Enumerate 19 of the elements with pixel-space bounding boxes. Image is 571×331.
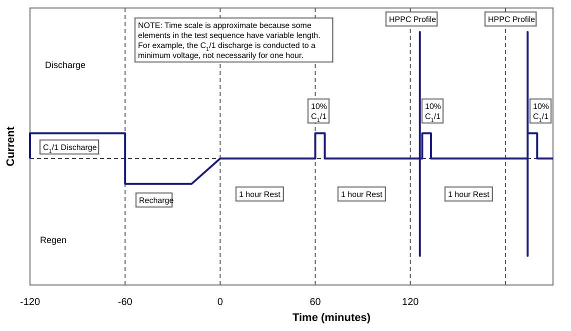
annotation: C$_{1}$/1 Discharge: [43, 143, 98, 155]
y-axis-title: Current: [5, 126, 17, 166]
annotation: 10% C$_{1}$/1: [311, 102, 328, 124]
x-tick-label: -120: [20, 297, 40, 308]
x-tick-label: -60: [118, 297, 133, 308]
annotation: 1 hour Rest: [239, 190, 282, 199]
annotation: 10% C$_{1}$/1: [425, 102, 442, 124]
text: HPPC Profile: [389, 15, 437, 24]
annotation: Discharge: [45, 60, 86, 70]
x-tick-label: 0: [217, 297, 224, 308]
x-tick-label: 120: [402, 297, 420, 308]
text: HPPC Profile: [488, 15, 536, 24]
x-tick-label: 60: [310, 297, 322, 308]
annotation: 1 hour Rest: [341, 190, 384, 199]
annotation: 1 hour Rest: [448, 190, 490, 199]
annotation: 10% C$_{1}$/1: [533, 102, 550, 124]
annotation: NOTE: Time scale is approximate because some elements in the test sequence have variable length. For example, the C$_{1}$/1 discharge is conducted to a minimum voltage, not necessarily for one hour.: [138, 21, 320, 60]
annotation: Regen: [40, 235, 67, 245]
x-axis-title: Time (minutes): [292, 312, 371, 324]
